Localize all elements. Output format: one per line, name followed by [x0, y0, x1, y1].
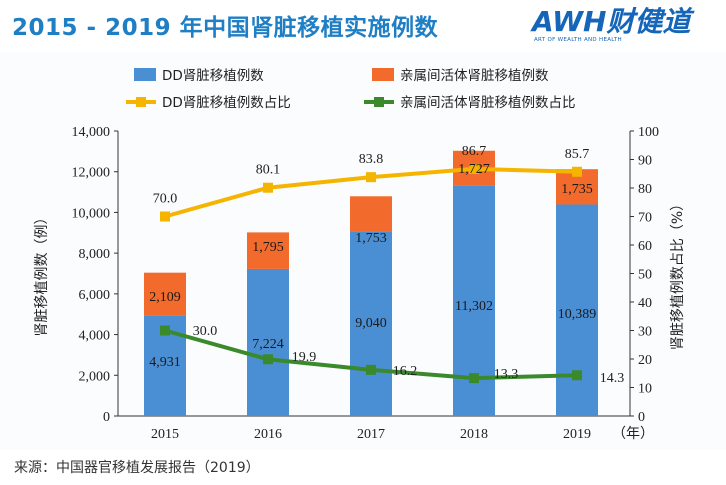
- dd-share-label: 85.7: [565, 147, 590, 162]
- left-tick-label: 2,000: [79, 369, 111, 384]
- legend-label: 亲属间活体肾脏移植例数: [400, 68, 549, 84]
- left-tick-label: 8,000: [79, 247, 111, 262]
- legend-label: DD肾脏移植例数: [162, 68, 264, 84]
- right-tick-label: 40: [638, 296, 652, 311]
- legend-marker-swatch: [136, 97, 146, 107]
- dd-bar: [556, 204, 598, 416]
- x-tick-label: 2019: [563, 427, 591, 442]
- dd-share-marker: [263, 182, 273, 193]
- ld-value-label: 1,735: [561, 182, 593, 197]
- x-tick-label: 2016: [254, 427, 282, 442]
- x-tick-label: 2017: [357, 427, 385, 442]
- ld-value-label: 1,795: [252, 240, 284, 255]
- ld-share-label: 30.0: [193, 324, 218, 339]
- right-tick-label: 50: [638, 268, 652, 283]
- ld-value-label: 1,753: [355, 231, 387, 246]
- ld-share-marker: [572, 370, 582, 381]
- right-tick-label: 0: [638, 410, 645, 425]
- legend-label: DD肾脏移植例数占比: [162, 95, 291, 111]
- y-axis-left-title: 肾脏移植例数（例）: [34, 211, 50, 337]
- ld-share-label: 13.3: [494, 367, 519, 382]
- right-tick-label: 20: [638, 353, 652, 368]
- ld-bar: [350, 196, 392, 232]
- ld-share-label: 14.3: [600, 371, 625, 386]
- dd-share-label: 86.7: [462, 144, 487, 159]
- source-note: 来源：中国器官移植发展报告（2019）: [14, 460, 260, 476]
- legend-marker-swatch: [374, 97, 384, 107]
- ld-share-marker: [469, 373, 479, 384]
- left-tick-label: 0: [103, 410, 110, 425]
- chart-title: 2015 - 2019 年中国肾脏移植实施例数: [12, 15, 439, 41]
- legend-swatch: [134, 68, 156, 81]
- ld-share-label: 19.9: [292, 350, 317, 365]
- ld-value-label: 1,727: [458, 162, 490, 177]
- logo-text: AWH财健道: [532, 5, 691, 38]
- ld-share-label: 16.2: [393, 364, 418, 379]
- left-tick-label: 14,000: [72, 125, 111, 140]
- dd-bar: [247, 268, 289, 416]
- x-unit-label: （年）: [612, 426, 654, 442]
- x-tick-label: 2015: [151, 427, 179, 442]
- dd-bar: [350, 231, 392, 416]
- dd-value-label: 9,040: [355, 316, 387, 331]
- right-tick-label: 80: [638, 182, 652, 197]
- ld-bar: [144, 272, 186, 316]
- brand-logo: AWH财健道 ART OF WEALTH AND HEALTH: [532, 6, 718, 50]
- ld-share-marker: [263, 354, 273, 365]
- right-tick-label: 90: [638, 154, 652, 169]
- legend-swatch: [372, 68, 394, 81]
- left-tick-label: 12,000: [72, 166, 111, 181]
- right-tick-label: 100: [638, 125, 659, 140]
- ld-value-label: 2,109: [149, 290, 181, 305]
- dd-value-label: 10,389: [558, 307, 597, 322]
- left-tick-label: 4,000: [79, 329, 111, 344]
- y-axis-right-title: 肾脏移植例数占比（%）: [670, 197, 686, 350]
- dd-share-label: 83.8: [359, 152, 384, 167]
- ld-share-marker: [160, 325, 170, 336]
- right-tick-label: 30: [638, 325, 652, 340]
- ld-share-marker: [366, 364, 376, 375]
- dd-share-marker: [572, 166, 582, 177]
- ld-bar: [247, 232, 289, 269]
- dd-value-label: 11,302: [455, 299, 493, 314]
- logo-tagline: ART OF WEALTH AND HEALTH: [534, 37, 622, 43]
- left-tick-label: 10,000: [72, 206, 111, 221]
- dd-value-label: 4,931: [149, 355, 181, 370]
- dd-share-marker: [160, 211, 170, 222]
- right-tick-label: 60: [638, 239, 652, 254]
- dd-share-label: 80.1: [256, 163, 281, 178]
- right-tick-label: 70: [638, 211, 652, 226]
- x-tick-label: 2018: [460, 427, 488, 442]
- right-tick-label: 10: [638, 382, 652, 397]
- left-tick-label: 6,000: [79, 288, 111, 303]
- dd-value-label: 7,224: [252, 337, 284, 352]
- dd-share-label: 70.0: [153, 192, 178, 207]
- dd-share-marker: [366, 172, 376, 183]
- legend-label: 亲属间活体肾脏移植例数占比: [400, 95, 576, 111]
- dd-share-marker: [469, 163, 479, 174]
